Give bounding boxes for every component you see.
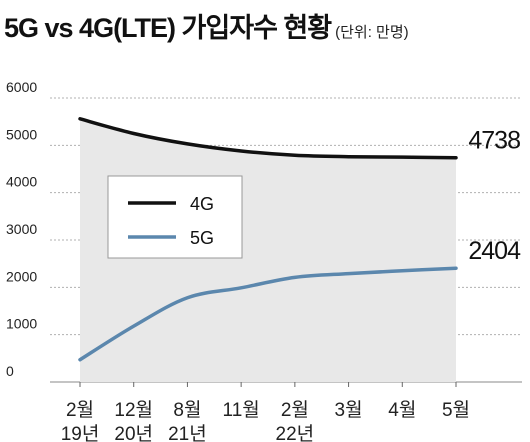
x-tick-year-label: 19년 [61, 423, 100, 442]
x-axis: 2월 19년 12월 20년 8월 21년 11월 2월 22년 3월 4월 5월 [61, 382, 470, 442]
y-axis: 6000 5000 4000 3000 2000 1000 0 [6, 79, 37, 379]
series-line-5g [78, 266, 458, 362]
end-labels: 4738 2404 [468, 127, 522, 265]
y-tick-label: 3000 [6, 221, 37, 237]
x-tick-label: 2월 [281, 399, 309, 421]
y-tick-label: 2000 [6, 268, 37, 284]
chart-title-main: 5G vs 4G(LTE) 가입자수 현황 [4, 13, 332, 43]
series-line-4g [78, 117, 458, 160]
x-tick-label: 5월 [442, 399, 470, 421]
x-tick-year-label: 21년 [168, 423, 207, 442]
chart-unit-label: (단위: 만명) [335, 24, 409, 41]
y-tick-label: 6000 [6, 79, 37, 95]
end-value-label-5g: 2404 [468, 237, 521, 265]
x-tick-label: 4월 [388, 399, 416, 421]
y-tick-label: 5000 [6, 126, 37, 142]
y-tick-label: 4000 [6, 174, 37, 190]
x-tick-label: 8월 [173, 399, 201, 421]
x-tick-label: 11월 [223, 399, 260, 421]
legend-label-5g: 5G [190, 228, 214, 248]
legend-label-4g: 4G [190, 194, 214, 214]
x-tick-label: 3월 [335, 399, 363, 421]
chart-title: 5G vs 4G(LTE) 가입자수 현황 (단위: 만명) [4, 6, 409, 45]
series-lines [78, 117, 458, 362]
x-tick-label: 12월 [114, 399, 153, 421]
legend: 4G 5G [107, 175, 243, 259]
x-tick-label: 2월 [66, 399, 94, 421]
end-value-label-4g: 4738 [468, 127, 520, 155]
x-tick-year-label: 22년 [276, 423, 315, 442]
x-tick-year-label: 20년 [114, 423, 153, 442]
legend-box [107, 175, 243, 259]
y-tick-label: 1000 [6, 316, 37, 332]
y-tick-label: 0 [6, 363, 14, 379]
